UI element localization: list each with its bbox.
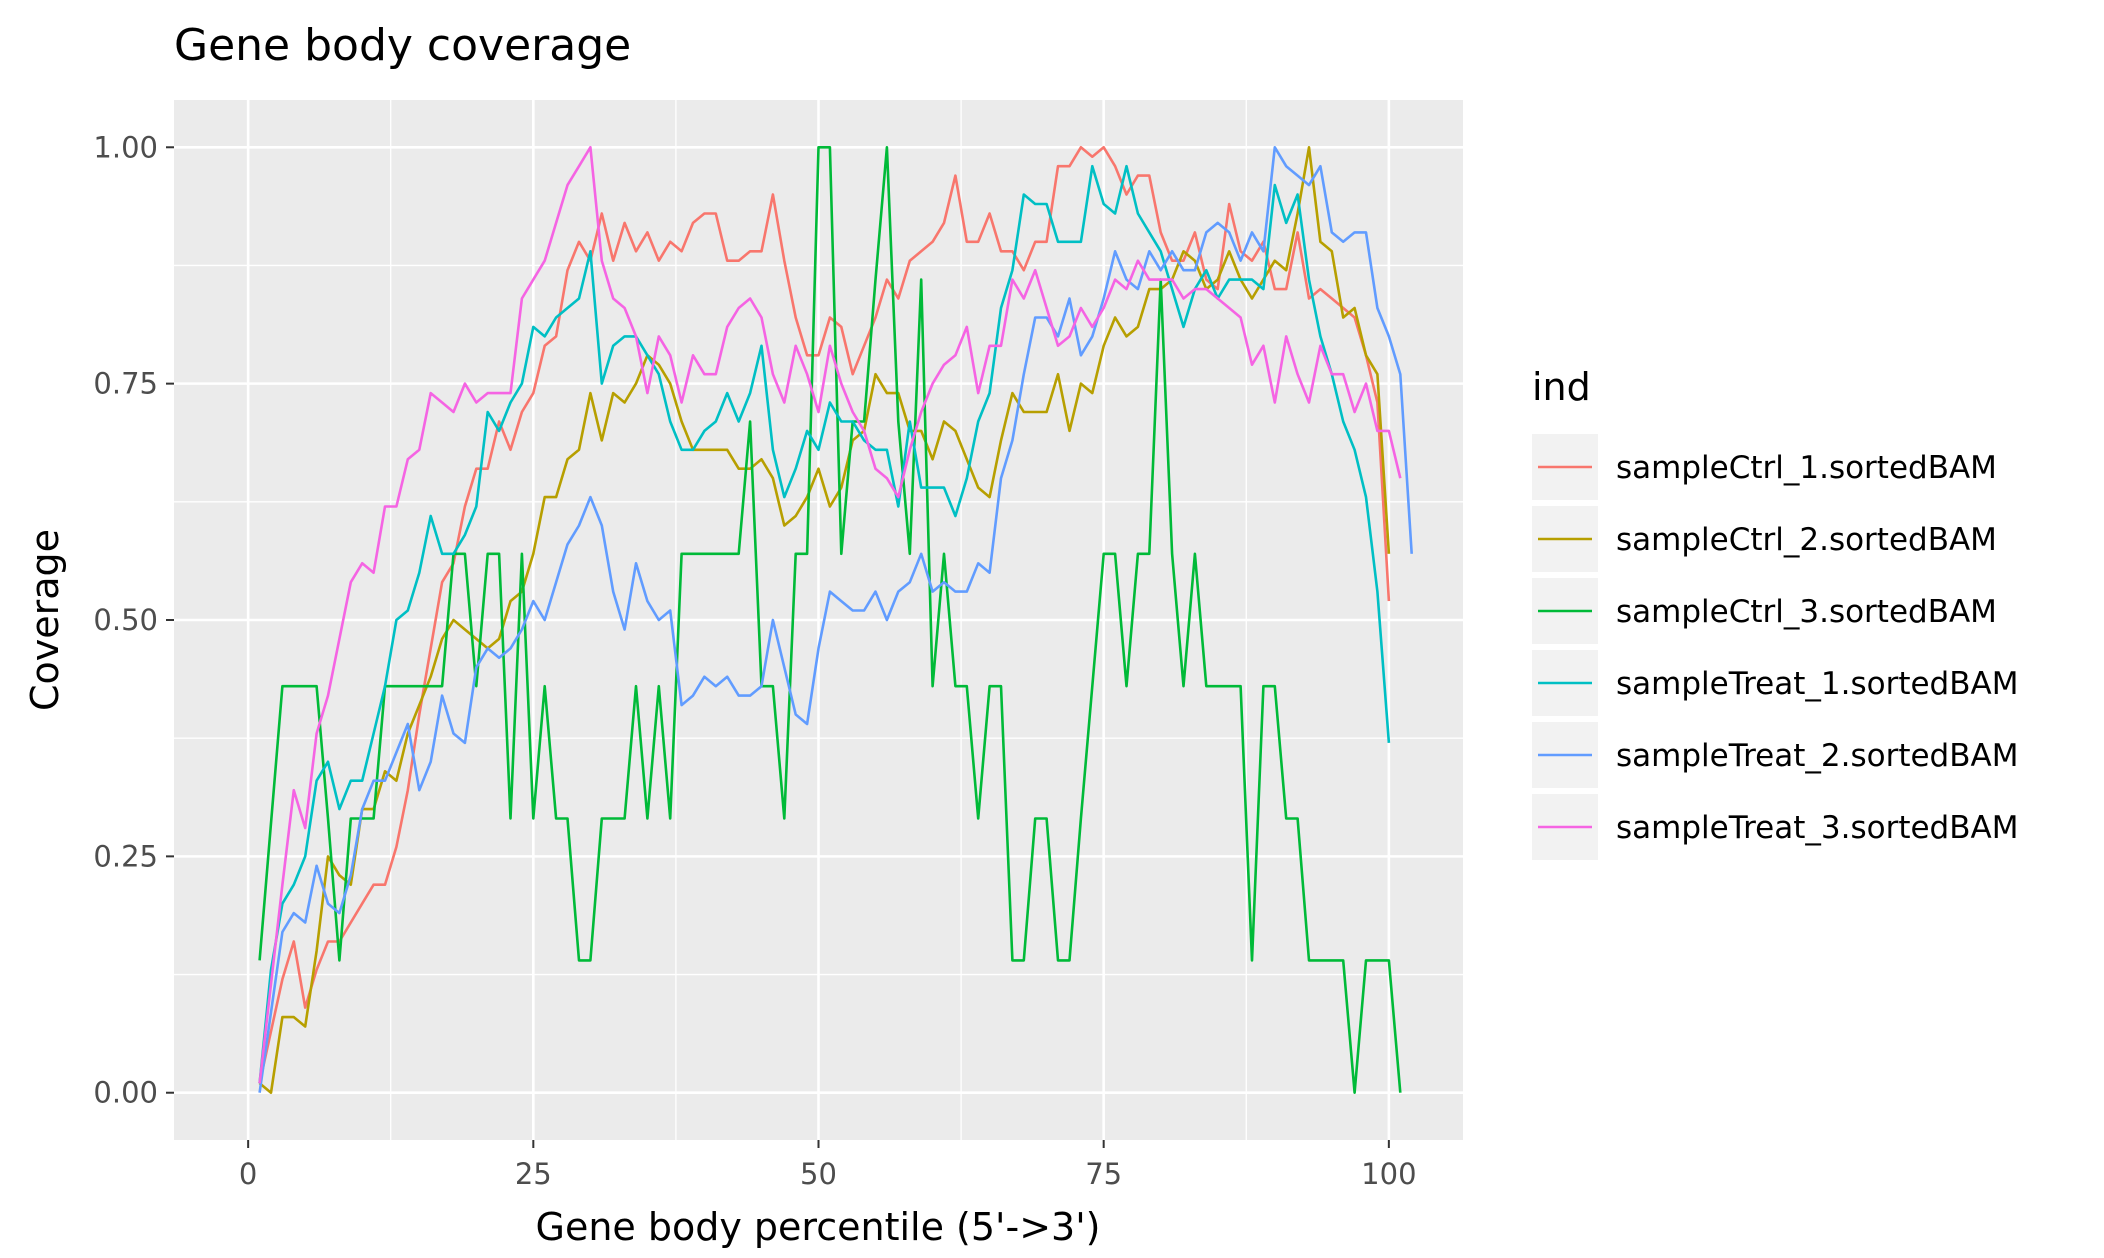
series-lines	[258, 146, 1413, 1094]
series-line-6	[258, 146, 1402, 1084]
legend-label: sampleCtrl_2.sortedBAM	[1616, 522, 1997, 558]
legend-label: sampleTreat_3.sortedBAM	[1616, 810, 2018, 846]
y-axis-title: Coverage	[23, 529, 67, 711]
series-line-4	[258, 164, 1391, 1084]
legend-label: sampleCtrl_1.sortedBAM	[1616, 450, 1997, 486]
x-axis: 0 25 50 75 100	[239, 1140, 1417, 1191]
x-tick-label: 75	[1085, 1157, 1122, 1191]
y-tick-label: 0.75	[93, 367, 158, 401]
x-tick-label: 50	[800, 1157, 837, 1191]
series-line-1	[258, 146, 1391, 1084]
legend-title: ind	[1532, 365, 1591, 409]
chart-title: Gene body coverage	[174, 20, 631, 71]
y-tick-label: 0.25	[93, 839, 158, 873]
legend-label: sampleCtrl_3.sortedBAM	[1616, 594, 1997, 630]
series-line-3	[258, 146, 1402, 1094]
x-tick-label: 25	[515, 1157, 552, 1191]
legend-label: sampleTreat_2.sortedBAM	[1616, 738, 2018, 774]
series-line-5	[258, 146, 1413, 1093]
x-tick-label: 0	[239, 1157, 257, 1191]
major-gridlines	[174, 100, 1463, 1140]
legend-label: sampleTreat_1.sortedBAM	[1616, 666, 2018, 702]
x-tick-label: 100	[1361, 1157, 1416, 1191]
legend: ind sampleCtrl_1.sortedBAM sampleCtrl_2.s…	[1532, 365, 2018, 860]
y-tick-label: 0.00	[93, 1076, 158, 1110]
y-tick-label: 1.00	[93, 130, 158, 164]
y-tick-label: 0.50	[93, 603, 158, 637]
y-axis: 0.00 0.25 0.50 0.75 1.00	[93, 130, 174, 1110]
x-axis-title: Gene body percentile (5'->3')	[536, 1205, 1101, 1249]
